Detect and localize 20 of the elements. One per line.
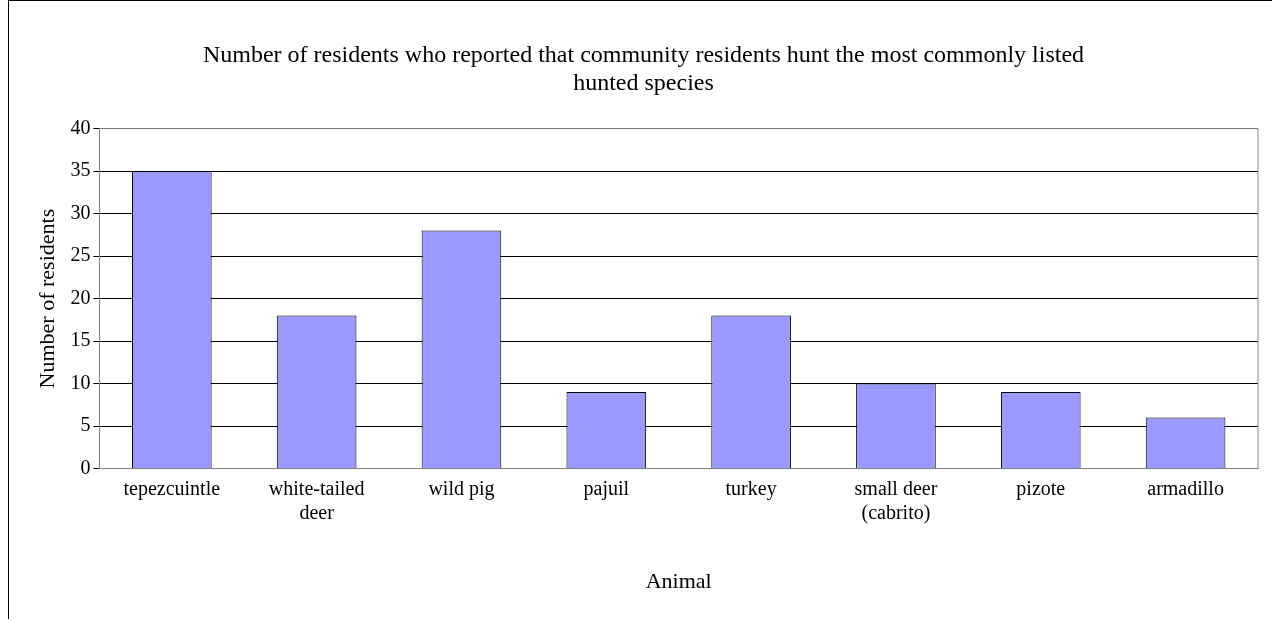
x-tick-label: turkey	[725, 476, 777, 500]
y-tick-label: 25	[70, 243, 91, 266]
x-tick-label: armadillo	[1147, 476, 1224, 499]
chart-title: Number of residents who reported that community residents hunt the most commonly listed hunted species	[202, 40, 1085, 96]
y-tick-label: 15	[70, 328, 91, 351]
x-tick-label: small deer (cabrito)	[854, 476, 938, 524]
x-tick-label: pizote	[1016, 476, 1066, 500]
y-tick-label: 0	[80, 455, 91, 478]
y-tick-label: 30	[70, 200, 91, 223]
x-tick-label: white-tailed deer	[268, 476, 365, 523]
y-tick-label: 40	[70, 115, 91, 138]
x-axis-title: Animal	[645, 567, 712, 593]
y-tick-label: 10	[70, 370, 91, 393]
x-tick-label: pajuil	[583, 476, 630, 500]
y-axis-title: Number of residents	[33, 208, 59, 389]
x-tick-label: wild pig	[428, 476, 495, 500]
y-tick-label: 35	[70, 158, 91, 181]
x-tick-label: tepezcuintle	[123, 476, 221, 500]
y-tick-label: 5	[80, 413, 91, 436]
y-tick-label: 20	[70, 285, 91, 308]
